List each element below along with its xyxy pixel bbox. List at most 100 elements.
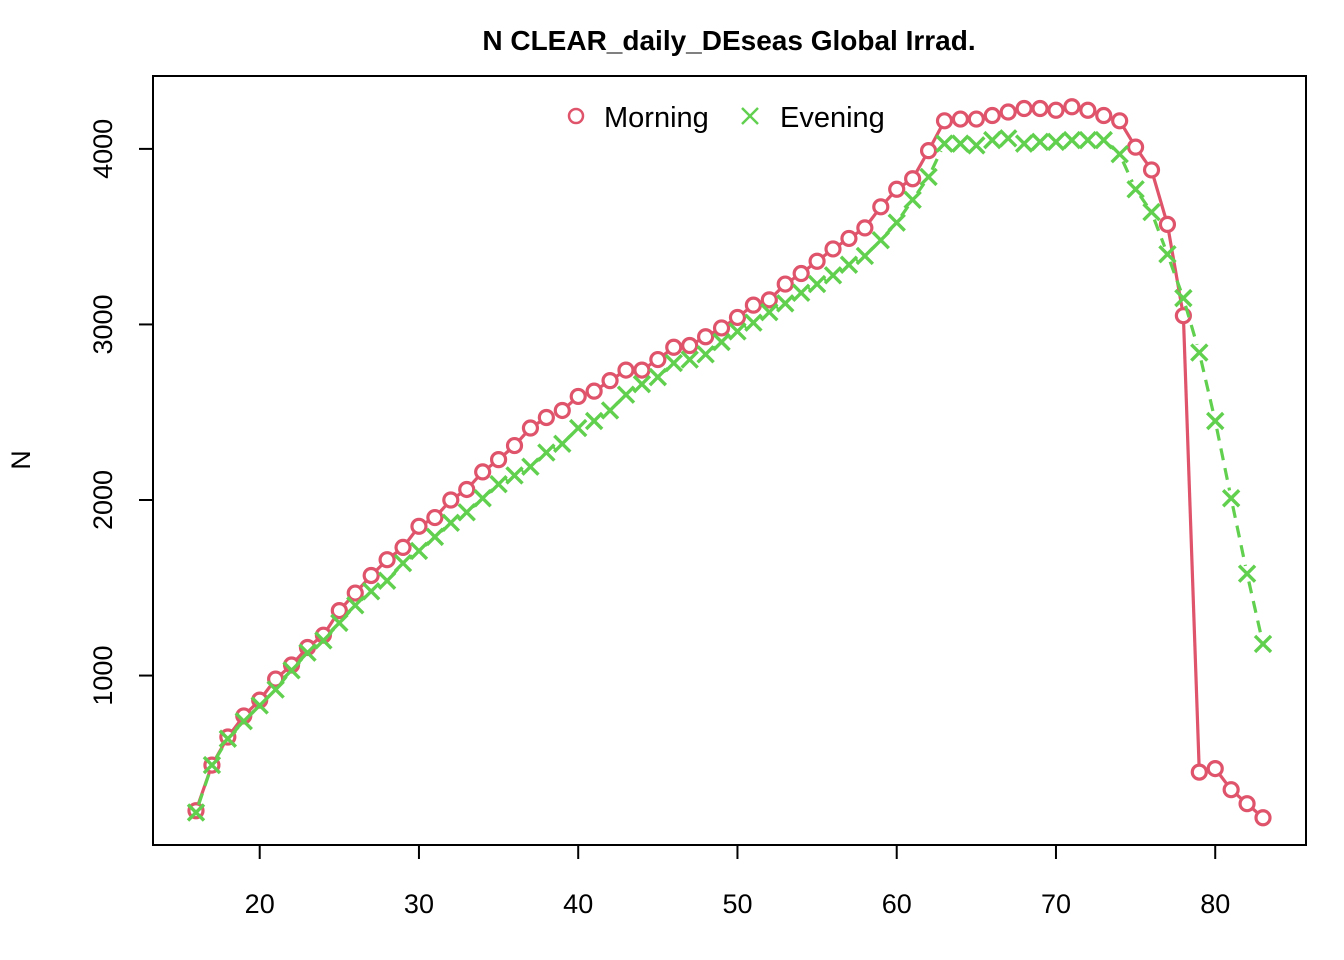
data-point bbox=[1079, 101, 1097, 119]
series-layer bbox=[186, 98, 1273, 827]
data-point bbox=[473, 489, 492, 508]
series-line-segment bbox=[599, 413, 605, 418]
data-point bbox=[776, 294, 795, 313]
data-point bbox=[1031, 99, 1049, 118]
data-point bbox=[983, 130, 1002, 150]
series-line-segment bbox=[838, 267, 844, 273]
data-point bbox=[1014, 134, 1034, 153]
x-tick-label: 80 bbox=[1200, 889, 1230, 919]
data-point bbox=[1174, 307, 1192, 325]
y-axis-label: N bbox=[6, 450, 36, 470]
data-point bbox=[1111, 112, 1129, 130]
data-point bbox=[537, 408, 555, 427]
data-point bbox=[616, 385, 636, 404]
chart-title: N CLEAR_daily_DEseas Global Irrad. bbox=[482, 25, 975, 56]
data-point bbox=[792, 264, 810, 283]
data-point bbox=[409, 541, 429, 561]
y-axis: 1000 2000 3000 4000 bbox=[88, 119, 154, 706]
series-line-segment bbox=[1152, 177, 1167, 218]
data-point bbox=[760, 302, 779, 322]
data-point bbox=[617, 361, 635, 379]
series-line-segment bbox=[743, 325, 748, 330]
series-line-segment bbox=[1168, 261, 1183, 292]
series-line-segment bbox=[263, 684, 273, 695]
series-line-segment bbox=[775, 305, 780, 310]
series-line-segment bbox=[392, 551, 398, 557]
data-point bbox=[840, 229, 858, 248]
data-point bbox=[1174, 288, 1193, 308]
data-point bbox=[474, 463, 492, 481]
data-point bbox=[760, 291, 778, 309]
series-line-segment bbox=[504, 477, 509, 482]
data-point bbox=[1126, 138, 1145, 156]
data-point bbox=[505, 436, 524, 455]
series-evening bbox=[186, 129, 1273, 822]
data-point bbox=[1047, 101, 1065, 119]
data-point bbox=[951, 134, 970, 153]
data-point bbox=[1238, 795, 1256, 813]
data-point bbox=[425, 527, 445, 547]
legend: Morning Evening bbox=[567, 102, 885, 134]
data-point bbox=[681, 336, 699, 355]
series-line-segment bbox=[899, 205, 910, 217]
data-point bbox=[648, 367, 668, 387]
data-point bbox=[871, 230, 890, 250]
data-point bbox=[585, 382, 603, 400]
series-line-segment bbox=[376, 583, 382, 589]
data-point bbox=[601, 372, 619, 390]
series-line-segment bbox=[1252, 807, 1259, 814]
data-point bbox=[361, 582, 381, 601]
data-point bbox=[856, 219, 874, 237]
data-point bbox=[186, 803, 206, 822]
data-point bbox=[218, 729, 238, 748]
data-point bbox=[410, 517, 428, 535]
data-point bbox=[187, 802, 205, 820]
legend-marker-morning bbox=[567, 107, 585, 125]
data-point bbox=[744, 296, 762, 314]
series-line-segment bbox=[631, 387, 637, 392]
series-line-segment bbox=[567, 400, 574, 407]
data-point bbox=[1142, 202, 1161, 222]
data-point bbox=[808, 252, 826, 270]
series-line-segment bbox=[822, 252, 828, 258]
y-tick-label: 1000 bbox=[88, 646, 118, 706]
data-point bbox=[967, 110, 985, 128]
data-point bbox=[728, 308, 747, 327]
data-point bbox=[664, 353, 683, 373]
series-line-segment bbox=[439, 504, 447, 513]
data-point bbox=[1062, 130, 1082, 150]
data-point bbox=[458, 480, 476, 499]
data-point bbox=[823, 266, 843, 285]
y-tick-label: 4000 bbox=[88, 119, 118, 179]
series-morning bbox=[187, 98, 1272, 827]
data-point bbox=[346, 584, 364, 602]
series-line-segment bbox=[456, 515, 461, 520]
data-point bbox=[1253, 634, 1273, 654]
series-line-segment bbox=[1199, 359, 1215, 414]
series-line-segment bbox=[806, 264, 812, 270]
series-line-segment bbox=[520, 469, 525, 473]
data-point bbox=[1222, 781, 1240, 799]
data-point bbox=[1158, 215, 1177, 233]
series-line-segment bbox=[248, 704, 256, 712]
data-point bbox=[266, 680, 285, 699]
x-tick-label: 50 bbox=[722, 889, 752, 919]
data-point bbox=[887, 213, 906, 232]
data-point bbox=[1237, 564, 1257, 583]
series-line-segment bbox=[1121, 160, 1134, 183]
x-axis: 20 30 40 50 60 70 80 bbox=[245, 844, 1230, 919]
data-point bbox=[362, 566, 380, 585]
data-point bbox=[378, 551, 396, 569]
data-point bbox=[1015, 99, 1033, 118]
x-tick-label: 70 bbox=[1041, 889, 1071, 919]
series-line-segment bbox=[1152, 219, 1167, 248]
series-line-segment bbox=[884, 194, 893, 202]
data-point bbox=[680, 350, 699, 369]
data-point bbox=[632, 374, 652, 394]
data-point bbox=[935, 112, 954, 130]
data-point bbox=[649, 350, 667, 369]
data-point bbox=[1254, 809, 1272, 827]
series-line-segment bbox=[197, 772, 211, 806]
data-point bbox=[377, 571, 397, 590]
data-point bbox=[903, 190, 922, 210]
